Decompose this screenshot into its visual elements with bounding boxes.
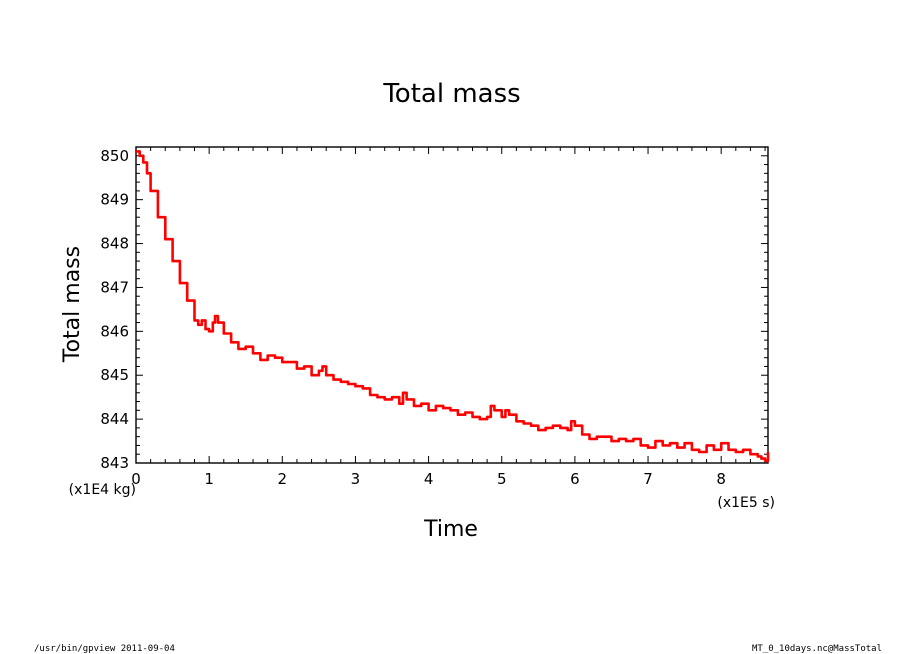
x-tick-label: 2 (278, 470, 288, 488)
x-unit-label: (x1E5 s) (717, 495, 775, 511)
y-tick-label: 849 (100, 191, 129, 209)
axes: 0 1 2 3 4 5 6 7 8 843 844 845 846 847 848 849 850 (100, 146, 769, 488)
x-tick-label: 4 (424, 470, 434, 488)
x-tick-label: 3 (351, 470, 361, 488)
x-tick-label: 6 (570, 470, 580, 488)
plot-frame (135, 146, 769, 464)
x-tick-label: 1 (204, 470, 214, 488)
y-tick-label: 846 (100, 322, 129, 340)
x-tick-label: 5 (497, 470, 507, 488)
x-tick-label: 8 (716, 470, 726, 488)
x-tick-label: 7 (643, 470, 653, 488)
chart-title: Total mass (382, 79, 520, 109)
x-axis-label: Time (423, 517, 478, 542)
series-line-1 (136, 150, 770, 463)
y-tick-label: 848 (100, 235, 129, 253)
y-axis-label: Total mass (60, 246, 85, 363)
y-tick-label: 845 (100, 366, 129, 384)
footer-left-text: /usr/bin/gpview 2011-09-04 (34, 644, 175, 654)
y-tick-label: 847 (100, 278, 129, 296)
y-unit-label: (x1E4 kg) (69, 482, 136, 498)
y-tick-label: 850 (100, 147, 129, 165)
series-group (136, 150, 770, 463)
footer-right-text: MT_0_10days.nc@MassTotal (752, 644, 882, 654)
x-tick-label: 0 (131, 470, 141, 488)
y-tick-label: 843 (100, 454, 129, 472)
y-tick-label: 844 (100, 410, 129, 428)
